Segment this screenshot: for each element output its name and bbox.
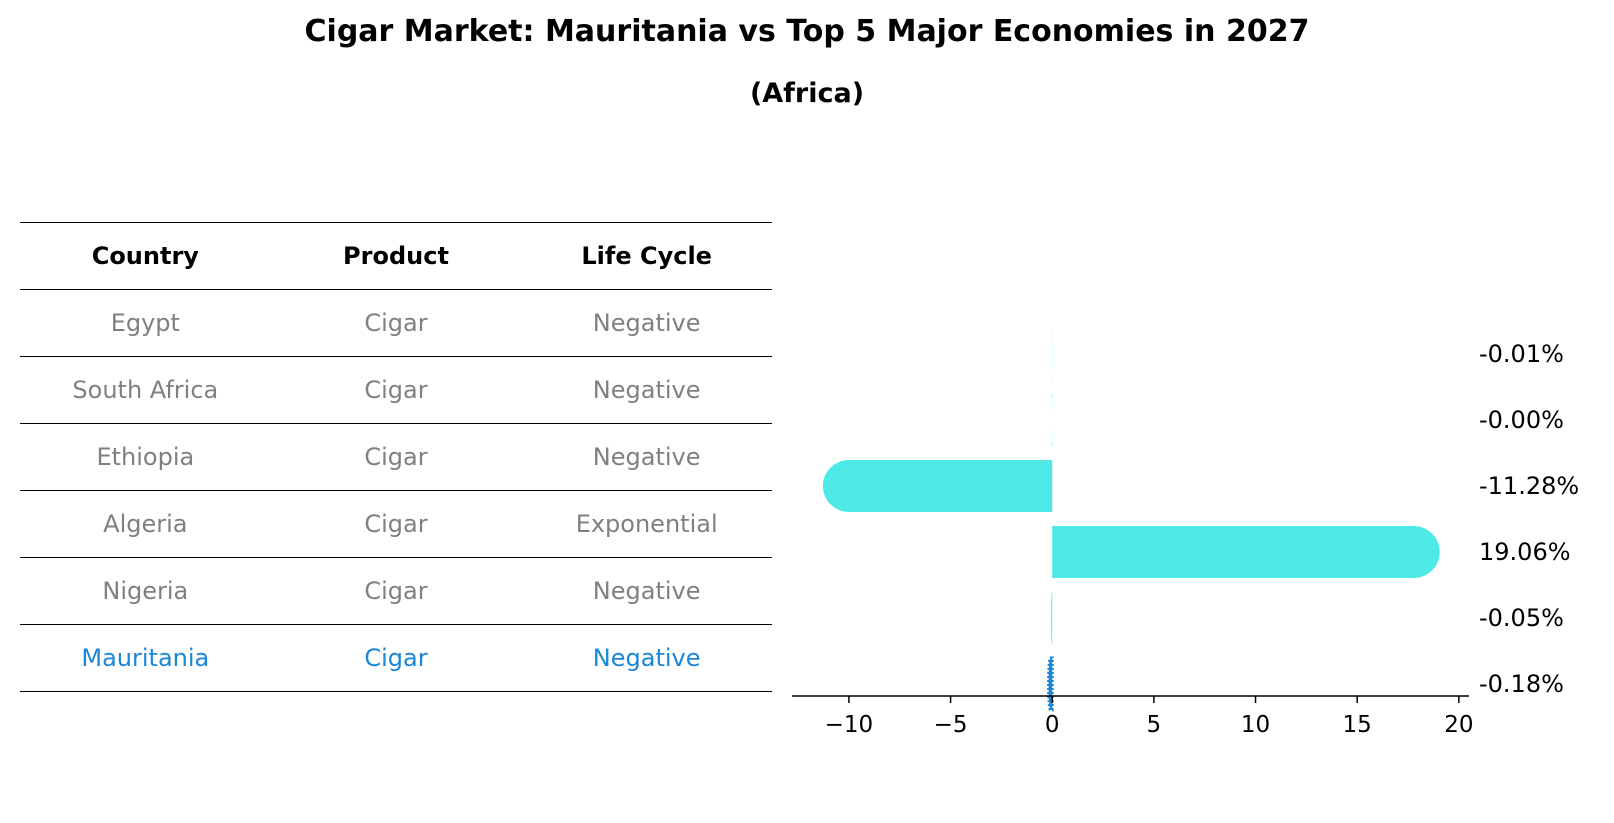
cell-product: Cigar [270, 423, 522, 491]
cell-product: Cigar [270, 289, 522, 357]
cell-product: Cigar [270, 356, 522, 424]
cell-product: Cigar [270, 490, 522, 558]
cell-country: Algeria [20, 490, 271, 558]
table-row: Egypt Cigar Negative [20, 289, 772, 357]
x-tick-label: −10 [825, 712, 874, 738]
bar-egypt [1052, 328, 1053, 380]
column-header-product: Product [270, 222, 522, 290]
chart-subtitle: (Africa) [749, 78, 865, 109]
cell-life-cycle: Negative [521, 624, 772, 692]
market-table: Country Product Life Cycle Egypt Cigar N… [20, 222, 772, 692]
cell-life-cycle: Negative [521, 557, 772, 625]
bar-algeria [1052, 526, 1440, 578]
value-label: -0.01% [1479, 340, 1564, 368]
value-label: -0.18% [1479, 670, 1564, 698]
x-tick-label: 20 [1444, 712, 1473, 738]
table-row: Algeria Cigar Exponential [20, 490, 772, 558]
x-tick-label: 10 [1241, 712, 1270, 738]
value-label: 19.06% [1479, 538, 1571, 566]
bar-ethiopia [822, 460, 1053, 512]
cell-life-cycle: Exponential [521, 490, 772, 558]
cell-life-cycle: Negative [521, 356, 772, 424]
cell-product: Cigar [270, 557, 522, 625]
cell-country: Egypt [20, 289, 271, 357]
cell-country: Nigeria [20, 557, 271, 625]
column-header-country: Country [20, 222, 271, 290]
cell-life-cycle: Negative [521, 423, 772, 491]
cell-country: Ethiopia [20, 423, 271, 491]
cell-country: Mauritania [20, 624, 271, 692]
cell-life-cycle: Negative [521, 289, 772, 357]
cell-country: South Africa [20, 356, 271, 424]
value-label: -0.05% [1479, 604, 1564, 632]
x-tick-label: 15 [1343, 712, 1372, 738]
value-label: -0.00% [1479, 406, 1564, 434]
table-row: Ethiopia Cigar Negative [20, 423, 772, 491]
table-row: South Africa Cigar Negative [20, 356, 772, 424]
cell-product: Cigar [270, 624, 522, 692]
chart-title: Cigar Market: Mauritania vs Top 5 Major … [304, 14, 1310, 49]
bar-mauritania [1047, 656, 1054, 712]
table-row: Nigeria Cigar Negative [20, 557, 772, 625]
x-tick-label: 0 [1045, 712, 1060, 738]
column-header-life-cycle: Life Cycle [521, 222, 772, 290]
x-tick-label: −5 [934, 712, 968, 738]
bar-nigeria [1051, 592, 1053, 644]
value-label: -11.28% [1479, 472, 1579, 500]
table-header-row: Country Product Life Cycle [20, 222, 772, 290]
x-tick-label: 5 [1147, 712, 1162, 738]
bar-south-africa [1051, 394, 1053, 446]
table-row-highlighted: Mauritania Cigar Negative [20, 624, 772, 692]
